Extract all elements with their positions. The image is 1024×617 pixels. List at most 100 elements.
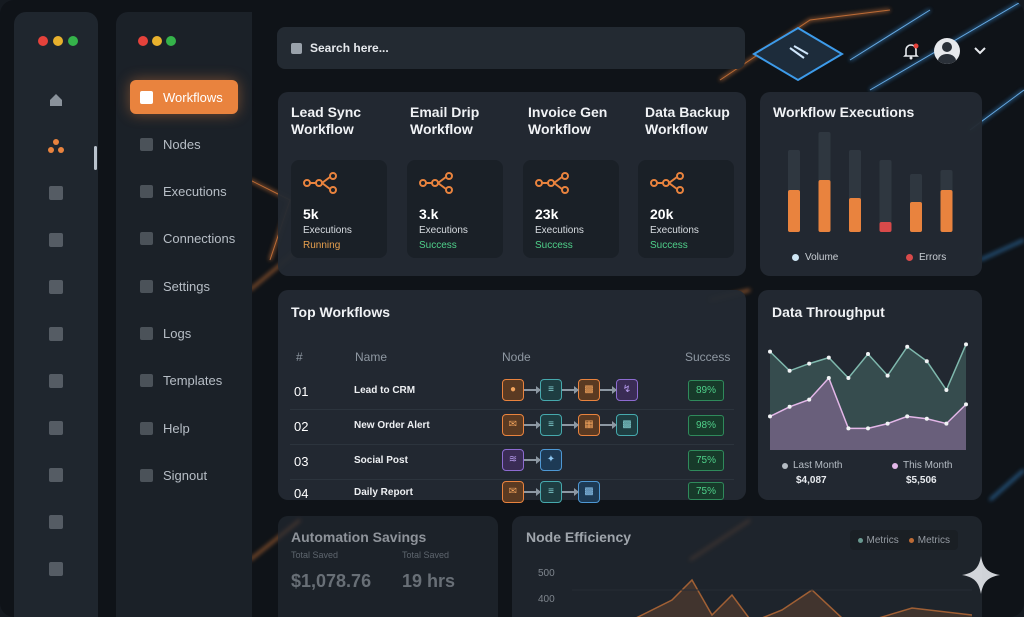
data-point[interactable] (866, 426, 870, 431)
bell-icon[interactable] (902, 42, 920, 60)
rail-item-6[interactable] (49, 327, 63, 341)
row-divider (290, 409, 734, 410)
workflow-tile[interactable]: 3.k Executions Success (407, 160, 503, 258)
rail-item-8[interactable] (49, 421, 63, 435)
column-header-name: Name (355, 350, 388, 364)
row-divider (290, 444, 734, 445)
document-icon[interactable]: ▩ (578, 481, 600, 503)
workflows-icon (140, 90, 153, 104)
sidebar: Workflows Nodes Executions Connections S… (116, 12, 252, 617)
data-point[interactable] (885, 421, 890, 426)
workflow-icon (535, 172, 569, 194)
user-icon[interactable]: ● (502, 379, 524, 401)
list-icon[interactable]: ≡ (540, 414, 562, 436)
bar-volume[interactable] (788, 190, 800, 232)
rail-item-7[interactable] (49, 374, 63, 388)
document-icon[interactable]: ▩ (578, 379, 600, 401)
rail-item-5[interactable] (49, 280, 63, 294)
list-icon[interactable]: ≡ (540, 379, 562, 401)
workflow-tile[interactable]: 5k Executions Running (291, 160, 387, 258)
data-point[interactable] (807, 361, 812, 366)
data-point[interactable] (964, 342, 968, 347)
workflow-invoice-gen[interactable]: Invoice Gen Workflow (528, 104, 626, 138)
data-point[interactable] (964, 402, 968, 407)
search-input[interactable]: Search here... (277, 27, 745, 69)
data-point[interactable] (905, 344, 910, 349)
rss-icon[interactable]: ≋ (502, 449, 524, 471)
avatar[interactable] (934, 38, 960, 64)
data-point[interactable] (768, 414, 772, 419)
sidebar-item-connections[interactable]: Connections (130, 221, 238, 255)
store-icon[interactable]: ▦ (578, 414, 600, 436)
sidebar-item-executions[interactable]: Executions (130, 174, 238, 208)
sidebar-item-help[interactable]: Help (130, 411, 238, 445)
mail-icon[interactable]: ✉ (502, 414, 524, 436)
mail-icon[interactable]: ✉ (502, 481, 524, 503)
card-title: Top Workflows (291, 304, 391, 320)
rail-item-11[interactable] (49, 562, 63, 576)
bar-volume[interactable] (910, 202, 922, 232)
workflow-lead-sync[interactable]: Lead Sync Workflow (291, 104, 389, 138)
bar-errors[interactable] (879, 222, 892, 232)
workflow-tile[interactable]: 20k Executions Success (638, 160, 734, 258)
table-row[interactable]: 03 Social Post ≋ ✦ 75% (278, 444, 746, 479)
data-point[interactable] (924, 359, 929, 364)
bar-volume[interactable] (940, 190, 953, 232)
sidebar-item-templates[interactable]: Templates (130, 363, 238, 397)
twitter-icon[interactable]: ✦ (540, 449, 562, 471)
nodes-icon[interactable] (48, 138, 64, 154)
chevron-down-icon[interactable] (974, 47, 986, 55)
data-point[interactable] (807, 397, 812, 402)
data-point[interactable] (768, 349, 772, 354)
rail-item-4[interactable] (49, 233, 63, 247)
sidebar-item-workflows[interactable]: Workflows (130, 80, 238, 114)
data-point[interactable] (846, 426, 851, 431)
list-icon[interactable]: ≡ (540, 481, 562, 503)
card-title: Data Throughput (772, 304, 885, 320)
data-point[interactable] (826, 376, 831, 380)
document-icon[interactable]: ▩ (616, 414, 638, 436)
data-point[interactable] (885, 373, 890, 378)
workflow-icon (650, 172, 684, 194)
close-dot[interactable] (38, 36, 48, 46)
status-text: Success (650, 240, 688, 251)
rail-item-9[interactable] (49, 468, 63, 482)
workflow-data-backup[interactable]: Data Backup Workflow (645, 104, 743, 138)
rail-item-3[interactable] (49, 186, 63, 200)
flash-icon[interactable]: ↯ (616, 379, 638, 401)
sidebar-item-settings[interactable]: Settings (130, 269, 238, 303)
workflow-tile[interactable]: 23k Executions Success (523, 160, 619, 258)
sidebar-item-logs[interactable]: Logs (130, 316, 238, 350)
data-point[interactable] (905, 414, 910, 419)
table-row[interactable]: 04 Daily Report ✉ ≡ ▩ 75% (278, 479, 746, 503)
sidebar-item-nodes[interactable]: Nodes (130, 127, 238, 161)
data-point[interactable] (846, 376, 851, 380)
data-point[interactable] (866, 352, 870, 356)
header-actions (902, 38, 986, 64)
minimize-dot[interactable] (152, 36, 162, 46)
settings-icon (140, 279, 153, 293)
rail-item-10[interactable] (49, 515, 63, 529)
bar-volume[interactable] (849, 198, 861, 232)
data-point[interactable] (944, 421, 949, 426)
maximize-dot[interactable] (68, 36, 78, 46)
table-row[interactable]: 02 New Order Alert ✉ ≡ ▦ ▩ 98% (278, 409, 746, 444)
sidebar-item-signout[interactable]: Signout (130, 458, 238, 492)
data-point[interactable] (826, 355, 831, 360)
data-point[interactable] (787, 368, 792, 373)
connections-icon (140, 231, 153, 245)
close-dot[interactable] (138, 36, 148, 46)
sidebar-item-label: Executions (163, 183, 227, 199)
bar-volume[interactable] (818, 180, 831, 232)
data-point[interactable] (787, 404, 792, 409)
metrics-legend[interactable]: Metrics Metrics (849, 530, 958, 550)
table-row[interactable]: 01 Lead to CRM ● ≡ ▩ ↯ 89% (278, 374, 746, 409)
maximize-dot[interactable] (166, 36, 176, 46)
data-point[interactable] (944, 388, 949, 392)
home-icon[interactable] (49, 93, 63, 107)
minimize-dot[interactable] (53, 36, 63, 46)
success-badge: 75% (688, 482, 724, 500)
data-point[interactable] (924, 416, 929, 421)
help-icon (140, 421, 153, 435)
workflow-email-drip[interactable]: Email Drip Workflow (410, 104, 508, 138)
